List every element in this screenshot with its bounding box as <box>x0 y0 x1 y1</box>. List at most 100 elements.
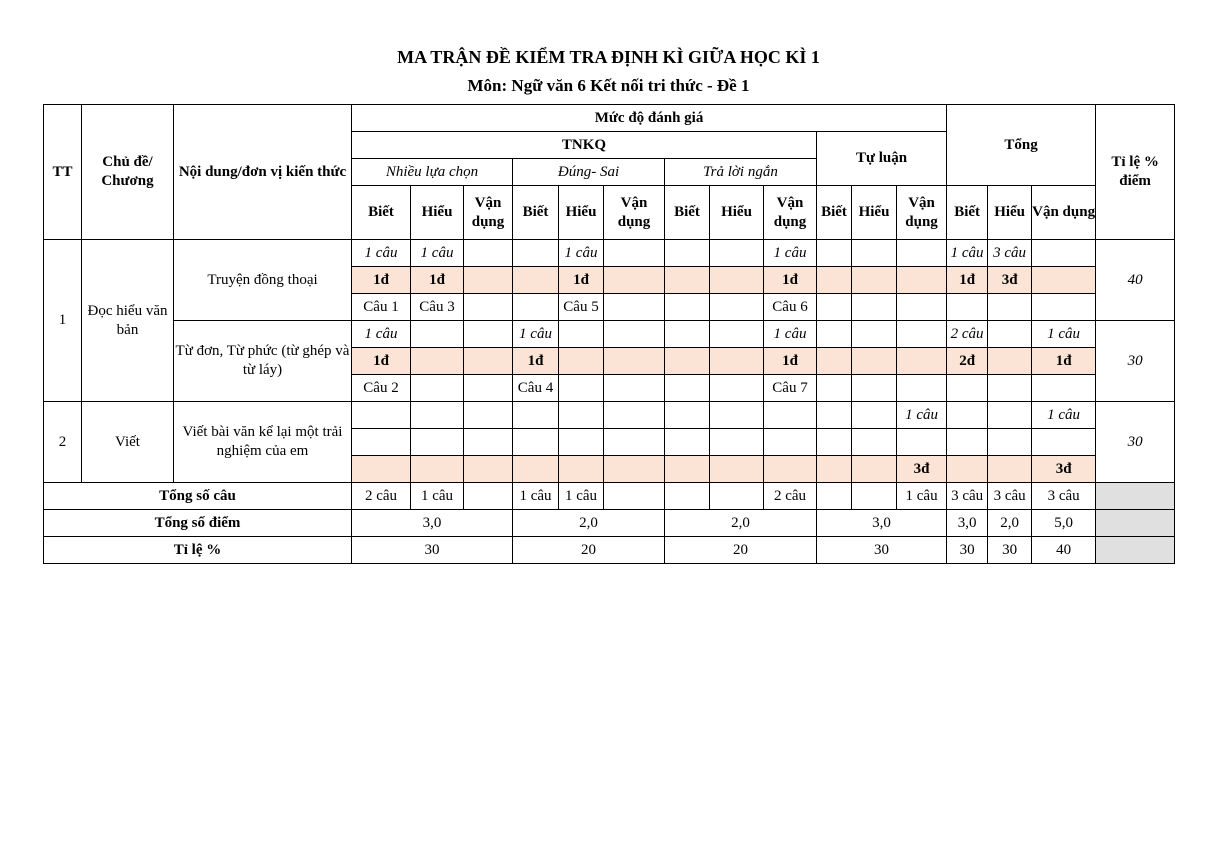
matrix-cell <box>851 266 897 294</box>
matrix-cell <box>558 401 604 429</box>
matrix-cell <box>851 455 897 483</box>
table-body: TT Chủ đề/ Chương Nội dung/đơn vị kiến thứ… <box>43 104 1176 564</box>
matrix-cell <box>351 455 411 483</box>
matrix-cell: 1đ <box>410 266 464 294</box>
matrix-cell <box>709 374 764 402</box>
unit-ratio: 30 <box>1095 401 1176 483</box>
header-cell: TT <box>43 104 82 240</box>
matrix-cell <box>512 293 559 321</box>
matrix-cell <box>851 239 897 267</box>
level-header: Biết <box>512 185 559 240</box>
matrix-cell <box>816 266 852 294</box>
footer-cell: 3,0 <box>815 509 948 537</box>
matrix-cell: 1 câu <box>351 320 411 348</box>
matrix-cell <box>603 347 665 375</box>
footer-cell: 5,0 <box>1031 509 1097 537</box>
matrix-cell <box>851 320 897 348</box>
matrix-cell <box>895 320 948 348</box>
footer-cell: 2 câu <box>351 482 411 510</box>
matrix-cell <box>603 239 665 267</box>
matrix-cell <box>603 320 665 348</box>
matrix-cell <box>709 455 764 483</box>
level-header: Vận dụng <box>763 185 817 240</box>
matrix-cell <box>558 428 604 456</box>
footer-cell: 1 câu <box>558 482 604 510</box>
footer-cell: 1 câu <box>512 482 559 510</box>
matrix-cell: Câu 3 <box>410 293 464 321</box>
matrix-cell <box>351 401 411 429</box>
matrix-cell <box>558 347 604 375</box>
footer-cell: 30 <box>946 536 989 564</box>
matrix-cell <box>816 293 852 321</box>
matrix-cell <box>351 428 411 456</box>
footer-cell: 3,0 <box>946 509 989 537</box>
matrix-cell: 1 câu <box>512 320 559 348</box>
table-row <box>44 428 1175 456</box>
matrix-cell <box>512 455 559 483</box>
matrix-cell <box>816 347 852 375</box>
matrix-cell <box>946 428 989 456</box>
matrix-cell <box>851 293 897 321</box>
matrix-cell <box>512 401 559 429</box>
footer-label: Tổng số câu <box>43 482 352 510</box>
footer-cell <box>851 482 897 510</box>
footer-cell <box>664 482 710 510</box>
matrix-cell <box>763 401 817 429</box>
matrix-cell <box>763 455 817 483</box>
matrix-cell <box>895 428 948 456</box>
matrix-cell <box>895 266 948 294</box>
matrix-cell <box>1031 239 1097 267</box>
matrix-cell <box>709 293 764 321</box>
matrix-cell <box>410 374 464 402</box>
matrix-cell <box>558 455 604 483</box>
matrix-cell <box>463 347 513 375</box>
footer-blank <box>1095 536 1176 564</box>
matrix-cell: 1đ <box>512 347 559 375</box>
footer-cell <box>603 482 665 510</box>
footer-cell: 30 <box>351 536 513 564</box>
footer-cell: 30 <box>987 536 1033 564</box>
matrix-cell: 1 câu <box>895 401 948 429</box>
matrix-cell <box>558 374 604 402</box>
footer-cell <box>709 482 764 510</box>
header-cell: Mức độ đánh giá <box>350 104 948 132</box>
footer-cell: 3 câu <box>1031 482 1097 510</box>
table-row: Câu 2 Câu 4 Câu 7 <box>44 374 1175 402</box>
footer-cell <box>816 482 852 510</box>
level-header: Vận dụng <box>1031 185 1097 240</box>
matrix-cell <box>664 293 710 321</box>
matrix-cell <box>895 374 948 402</box>
footer-cell: 2,0 <box>512 509 665 537</box>
table-row: Biết Hiểu Vận dụng Biết Hiểu Vận dụng Biết Hiểu… <box>44 185 1175 240</box>
matrix-cell <box>763 428 817 456</box>
matrix-cell <box>946 374 989 402</box>
unit-content: Từ đơn, Từ phức (từ ghép và từ láy) <box>173 320 352 402</box>
matrix-cell <box>463 266 513 294</box>
matrix-cell <box>987 401 1033 429</box>
matrix-cell: Câu 1 <box>351 293 411 321</box>
table-row: Từ đơn, Từ phức (từ ghép và từ láy) 1 câu… <box>44 320 1176 402</box>
footer-cell: 20 <box>664 536 817 564</box>
matrix-cell <box>946 293 989 321</box>
matrix-cell <box>664 239 710 267</box>
matrix-cell <box>664 455 710 483</box>
matrix-cell <box>463 374 513 402</box>
level-header: Biết <box>946 185 989 240</box>
table-row: Nhiều lựa chọn Đúng- Sai Trả lời ngắn <box>44 158 1175 186</box>
matrix-cell: 2 câu <box>946 320 989 348</box>
footer-label: Tổng số điểm <box>43 509 352 537</box>
level-header: Hiểu <box>558 185 604 240</box>
matrix-cell <box>816 401 852 429</box>
matrix-cell <box>664 374 710 402</box>
matrix-cell <box>851 347 897 375</box>
matrix-cell <box>987 374 1033 402</box>
matrix-cell: 2đ <box>946 347 989 375</box>
matrix-cell: Câu 4 <box>512 374 559 402</box>
header-cell: Trả lời ngắn <box>664 158 817 186</box>
matrix-cell <box>463 293 513 321</box>
matrix-cell <box>946 455 989 483</box>
matrix-cell <box>512 428 559 456</box>
table-row: 1đ 1đ 1đ 2đ 1đ <box>44 347 1175 375</box>
matrix-cell <box>1031 428 1097 456</box>
